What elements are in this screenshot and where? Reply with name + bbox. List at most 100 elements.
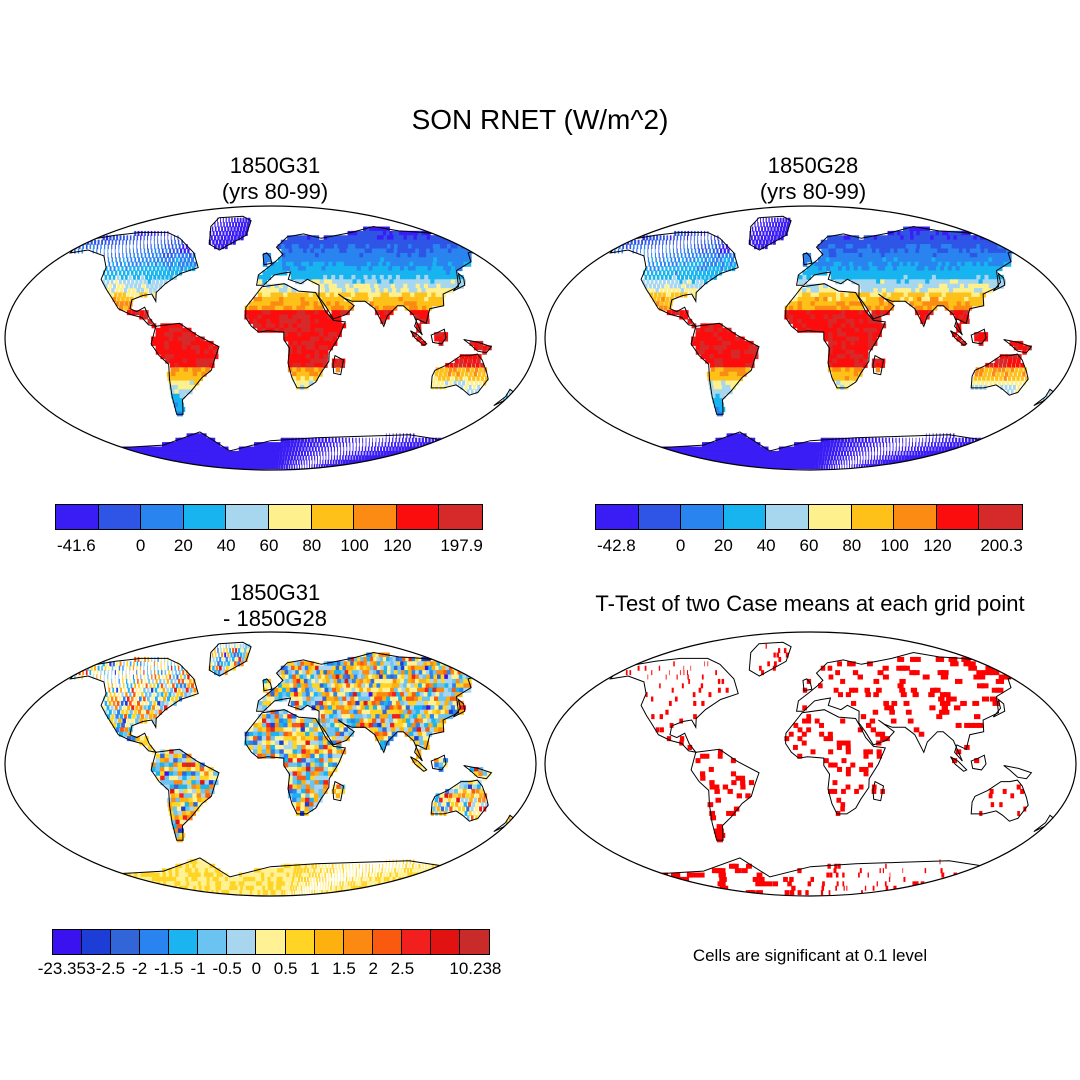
map-cell: [670, 292, 675, 298]
map-cell: [375, 455, 379, 461]
map-cell: [115, 301, 120, 307]
map-cell: [849, 371, 854, 377]
map-cell: [406, 257, 414, 263]
map-cell: [385, 296, 392, 302]
map-cell: [717, 345, 723, 351]
map-cell: [884, 244, 891, 250]
map-cell: [304, 380, 310, 386]
map-cell: [836, 296, 842, 302]
map-cell: [346, 257, 353, 263]
map-cell: [857, 248, 863, 254]
map-cell: [429, 288, 437, 294]
map-cell: [894, 288, 900, 294]
map-cell: [273, 442, 278, 448]
map-cell: [324, 437, 327, 443]
map-cell: [129, 244, 130, 250]
map-cell: [436, 450, 442, 456]
map-cell: [975, 442, 979, 448]
map-cell: [204, 442, 211, 448]
map-cell: [906, 450, 909, 456]
map-cell: [240, 459, 246, 465]
map-cell: [452, 283, 460, 289]
map-cell: [341, 244, 348, 250]
map-cell: [841, 358, 847, 364]
map-cell: [688, 252, 691, 258]
map-cell: [882, 248, 889, 254]
map-cell: [73, 442, 85, 448]
map-cell: [690, 261, 694, 267]
map-cell: [266, 257, 272, 263]
map-cell: [841, 362, 846, 368]
map-cell: [438, 332, 444, 338]
map-cell: [181, 384, 188, 390]
map-cell: [369, 464, 375, 470]
map-cell: [745, 437, 752, 443]
map-cell: [420, 274, 427, 280]
map-cell: [956, 442, 960, 448]
map-cell: [355, 296, 362, 302]
map-cell: [792, 323, 798, 329]
map-cell: [653, 266, 656, 272]
map-cell: [769, 455, 776, 461]
map-cell: [994, 376, 999, 382]
map-cell: [694, 270, 698, 276]
map-cell: [291, 296, 297, 302]
map-cell: [802, 257, 808, 263]
map-panel-g28: [544, 205, 1077, 471]
map-cell: [716, 380, 723, 386]
map-cell: [236, 217, 239, 223]
map-cell: [810, 296, 816, 302]
map-cell: [360, 279, 367, 285]
map-cell: [409, 305, 415, 311]
map-cell: [915, 248, 923, 254]
map-cell: [724, 376, 731, 382]
map-cell: [144, 252, 147, 258]
map-cell: [822, 450, 826, 456]
map-cell: [823, 314, 829, 320]
map-cell: [146, 283, 150, 289]
map-cell: [316, 455, 318, 461]
map-cell: [135, 261, 138, 267]
map-cell: [187, 358, 193, 364]
map-cell: [302, 446, 305, 452]
map-cell: [797, 323, 803, 329]
map-cell: [365, 442, 367, 448]
map-cell: [387, 274, 395, 280]
map-cell: [195, 358, 202, 364]
map-cell: [375, 442, 377, 448]
map-cell: [723, 248, 726, 254]
map-cell: [316, 450, 318, 456]
map-cell: [840, 371, 846, 377]
map-cell: [310, 274, 317, 280]
map-cell: [675, 464, 689, 470]
map-cell: [208, 354, 215, 360]
map-cell: [397, 261, 405, 267]
map-cell: [408, 437, 411, 443]
map-cell: [883, 459, 886, 465]
map-cell: [278, 257, 283, 263]
map-cell: [904, 464, 910, 470]
map-cell: [146, 239, 148, 245]
map-frame: [4, 205, 537, 471]
map-cell: [99, 446, 110, 452]
map-cell: [765, 239, 769, 245]
map-cell: [174, 261, 177, 267]
map-cell: [884, 305, 890, 311]
map-cell: [787, 464, 792, 470]
map-cell: [842, 270, 848, 276]
map-cell: [669, 252, 672, 258]
map-cell: [918, 442, 920, 448]
map-cell: [177, 252, 181, 258]
map-cell: [914, 283, 921, 289]
map-cell: [105, 446, 116, 452]
map-cell: [675, 279, 679, 285]
map-cell: [258, 455, 263, 461]
map-cell: [848, 380, 854, 386]
map-cell: [925, 437, 927, 443]
map-cell: [827, 288, 833, 294]
map-cell: [155, 252, 158, 258]
map-cell: [177, 345, 183, 351]
map-cell: [735, 345, 741, 351]
map-cell: [964, 274, 971, 280]
map-cell: [190, 433, 197, 439]
